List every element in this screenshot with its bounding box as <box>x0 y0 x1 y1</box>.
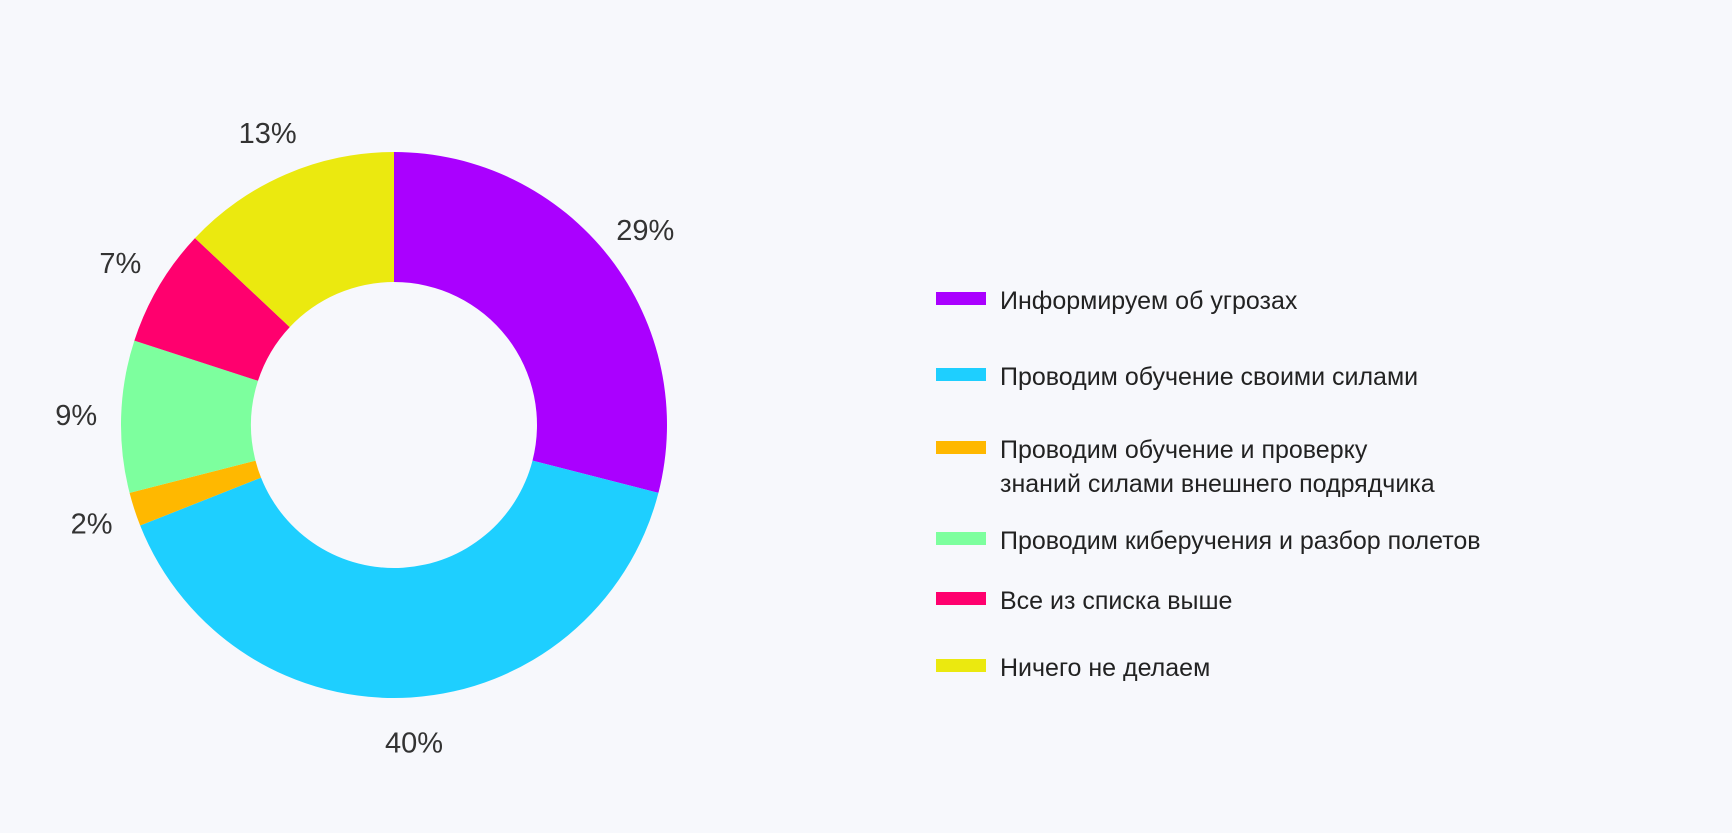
donut-slice <box>140 460 659 698</box>
legend-label: Проводим обучение и проверку знаний сила… <box>1000 436 1435 498</box>
slice-data-label: 7% <box>99 248 141 280</box>
slice-data-label: 29% <box>616 215 674 247</box>
legend-item: Ничего не делаем <box>936 651 1636 685</box>
donut-slice <box>194 152 394 328</box>
donut-slice <box>394 152 668 493</box>
legend-label: Информируем об угрозах <box>1000 287 1298 315</box>
legend-item: Проводим обучение своими силами <box>936 360 1636 394</box>
legend-swatch <box>936 441 986 454</box>
donut-slice <box>121 340 258 493</box>
legend-label: Ничего не делаем <box>1000 654 1211 682</box>
legend-label: Проводим обучение своими силами <box>1000 363 1419 391</box>
slice-data-label: 2% <box>71 508 113 540</box>
legend-swatch <box>936 532 986 545</box>
slice-data-label: 9% <box>55 400 97 432</box>
legend-item: Проводим обучение и проверку знаний сила… <box>936 433 1636 501</box>
donut-chart: 29% 40% 2% 9% 7% 13% <box>55 118 674 759</box>
legend-swatch <box>936 659 986 672</box>
legend-item: Проводим киберучения и разбор полетов <box>936 524 1636 558</box>
donut-slice <box>129 460 262 526</box>
legend-item: Информируем об угрозах <box>936 284 1636 318</box>
legend-swatch <box>936 368 986 381</box>
slice-data-label: 13% <box>239 118 297 150</box>
slice-data-label: 40% <box>385 727 443 759</box>
legend-swatch <box>936 592 986 605</box>
donut-slice <box>134 238 290 381</box>
legend-item: Все из списка выше <box>936 584 1636 618</box>
legend-swatch <box>936 292 986 305</box>
legend-label: Все из списка выше <box>1000 587 1233 615</box>
legend-label: Проводим киберучения и разбор полетов <box>1000 527 1481 555</box>
